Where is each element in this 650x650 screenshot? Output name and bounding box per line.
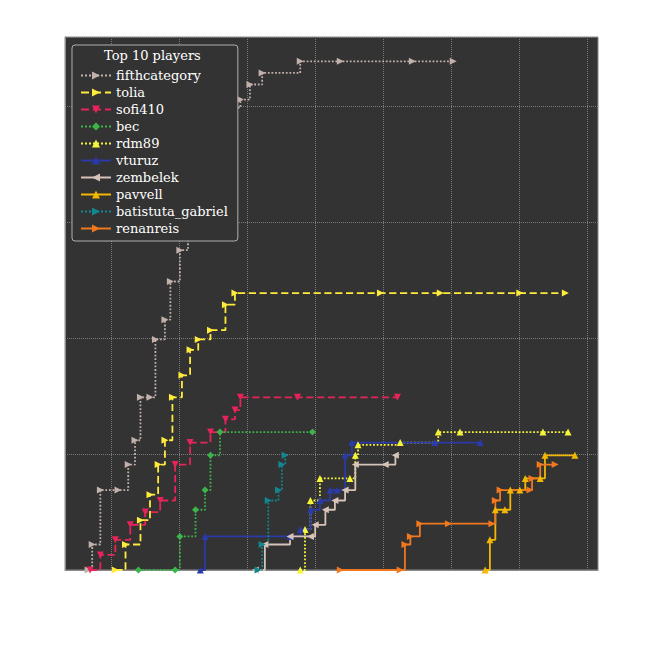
svg-text:tolia: tolia xyxy=(116,85,145,100)
svg-text:pavvell: pavvell xyxy=(116,187,163,202)
svg-text:Top 10 players: Top 10 players xyxy=(104,48,201,63)
svg-text:batistuta_gabriel: batistuta_gabriel xyxy=(116,204,228,219)
svg-text:sofi410: sofi410 xyxy=(116,102,164,117)
svg-text:fifthcategory: fifthcategory xyxy=(116,68,201,83)
svg-text:vturuz: vturuz xyxy=(115,153,159,168)
svg-text:zembelek: zembelek xyxy=(116,170,179,185)
svg-text:renanreis: renanreis xyxy=(116,221,179,236)
svg-text:bec: bec xyxy=(116,119,139,134)
svg-text:rdm89: rdm89 xyxy=(116,136,159,151)
